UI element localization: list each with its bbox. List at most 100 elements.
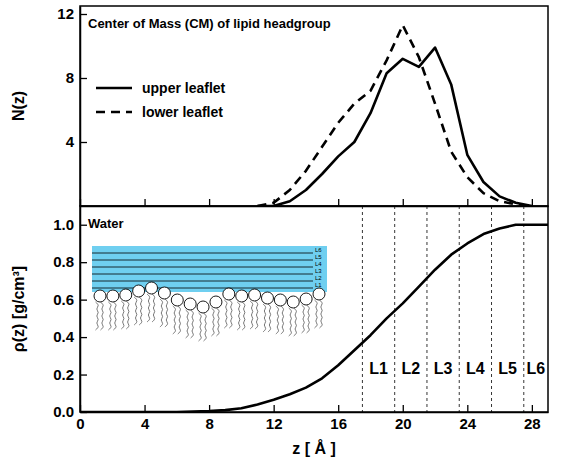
lipid-tail xyxy=(165,299,168,327)
x-tick-mark xyxy=(403,199,404,206)
x-tick: 16 xyxy=(330,405,347,432)
lipid-tail xyxy=(229,300,232,328)
x-axis-title: z [ Å ] xyxy=(292,439,336,457)
x-tick-mark xyxy=(338,405,339,412)
x-tick-label: 8 xyxy=(205,415,213,432)
lipid-head xyxy=(133,285,145,297)
layer-boundary xyxy=(523,206,524,412)
lipid-tail xyxy=(237,302,240,330)
lipid-tail xyxy=(126,301,129,329)
inset-layer-label: L5 xyxy=(315,254,322,260)
y-tick-label: 0.2 xyxy=(53,366,74,383)
inset-layer-label: L4 xyxy=(315,261,322,267)
y-tick: 0.6 xyxy=(53,291,87,308)
data-line xyxy=(80,225,548,412)
x-tick-mark xyxy=(144,199,145,206)
figure: 4 8 12 Center of Mass (CM) of lipid headgro… xyxy=(0,0,563,460)
legend: upper leaflet lower leaflet xyxy=(96,80,226,120)
y-tick-mark xyxy=(80,299,87,300)
legend-swatch xyxy=(96,87,132,90)
lipid-head xyxy=(223,288,235,300)
layer-boundary xyxy=(362,206,363,412)
y-tick: 4 xyxy=(66,133,87,150)
inset-layer-label: L3 xyxy=(315,268,322,274)
x-tick xyxy=(338,199,339,206)
layer-label: L1 xyxy=(369,360,388,377)
lipid-head xyxy=(249,289,261,301)
layer-label: L2 xyxy=(401,360,420,377)
x-tick-label: 24 xyxy=(459,415,476,432)
x-tick xyxy=(209,199,210,206)
plot-area xyxy=(80,206,548,412)
layer-label: L6 xyxy=(527,360,546,377)
x-tick xyxy=(467,199,468,206)
inset-layer-label: L1 xyxy=(315,282,322,288)
y-tick-label: 12 xyxy=(57,5,74,22)
legend-label: lower leaflet xyxy=(142,104,223,120)
lipid-head xyxy=(171,294,183,306)
legend-swatch xyxy=(96,111,132,114)
water-block xyxy=(92,246,327,292)
data-line xyxy=(258,25,532,206)
inset-layer-line xyxy=(92,281,313,282)
legend-label: upper leaflet xyxy=(142,80,226,96)
inset-layer-label: L6 xyxy=(315,247,322,253)
lipid-tail xyxy=(315,300,318,328)
lipid-head xyxy=(184,298,196,310)
inset-layer-line xyxy=(92,267,313,268)
lipid-tail xyxy=(173,306,176,334)
panel-title: Center of Mass (CM) of lipid headgroup xyxy=(88,16,331,31)
x-tick-mark xyxy=(467,405,468,412)
lipid-head xyxy=(287,296,299,308)
y-tick-label: 0.4 xyxy=(53,328,75,345)
lipid-tail xyxy=(96,302,99,330)
lipid-head xyxy=(300,293,312,305)
lipid-tail xyxy=(121,301,124,329)
lipid-head xyxy=(94,290,106,302)
lipid-head xyxy=(274,294,286,306)
x-tick-label: 0 xyxy=(76,415,84,432)
y-axis: 0.00.20.40.60.81.0 xyxy=(53,207,87,421)
lipid-tail xyxy=(307,305,310,333)
y-tick: 0.8 xyxy=(53,253,87,270)
lipid-tail xyxy=(178,306,181,334)
y-axis-title: N(z) xyxy=(10,91,27,121)
y-tick-label: 4 xyxy=(66,133,75,150)
y-tick-label: 0.0 xyxy=(53,403,74,420)
y-axis: 4 8 12 xyxy=(57,5,87,206)
x-tick: 28 xyxy=(524,405,541,432)
y-tick-label: 8 xyxy=(66,69,74,86)
y-tick-mark xyxy=(80,142,87,143)
lipid-head xyxy=(146,282,158,294)
x-tick-label: 12 xyxy=(266,415,283,432)
inset-layer-line xyxy=(92,260,313,261)
lipid-tail xyxy=(134,297,137,325)
y-tick-mark xyxy=(80,14,87,15)
y-tick-label: 0.6 xyxy=(53,291,74,308)
y-tick: 0.4 xyxy=(53,328,87,345)
plot-frame xyxy=(80,206,548,412)
lipid-tail xyxy=(276,306,279,334)
lipid-tail xyxy=(113,302,116,330)
x-tick-mark xyxy=(532,405,533,412)
lipid-tail xyxy=(224,300,227,328)
x-tick-label: 16 xyxy=(330,415,347,432)
lipid-tail xyxy=(101,302,104,330)
lipid-tail xyxy=(255,301,258,329)
inset-layer-label: L2 xyxy=(315,275,322,281)
y-tick-mark xyxy=(80,337,87,338)
inset-layer-line xyxy=(92,288,313,289)
data-line xyxy=(258,48,532,206)
layer-boundary xyxy=(491,206,492,412)
x-tick: 20 xyxy=(395,405,412,432)
lipid-head xyxy=(158,287,170,299)
lipid-tail xyxy=(108,302,111,330)
y-axis-title: ρ(z) [g/cm³] xyxy=(10,266,27,352)
lipid-head xyxy=(107,290,119,302)
plot-area xyxy=(258,25,532,206)
lipid-tail xyxy=(152,294,155,322)
x-tick-mark xyxy=(338,199,339,206)
layer-label: L4 xyxy=(466,360,485,377)
y-tick-mark xyxy=(80,262,87,263)
y-tick: 0.2 xyxy=(53,366,87,383)
